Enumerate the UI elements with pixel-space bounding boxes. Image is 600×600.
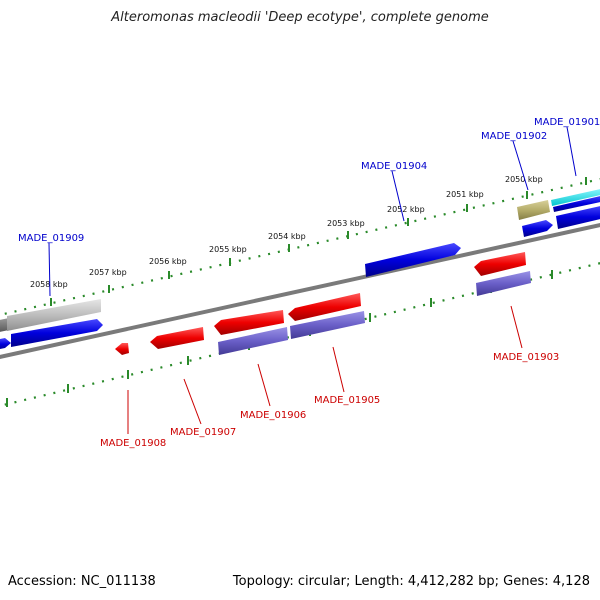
ruler-label: 2050 kbp: [505, 175, 543, 184]
gene-feature[interactable]: [553, 195, 600, 212]
ruler-label: 2058 kbp: [30, 280, 68, 289]
gene-feature[interactable]: [150, 327, 204, 349]
gene-feature[interactable]: [0, 318, 9, 333]
leader-line: [48, 242, 51, 297]
ruler-label: 2054 kbp: [268, 232, 306, 241]
gene-feature[interactable]: [476, 271, 531, 296]
gene-label-forward[interactable]: MADE_01902: [481, 131, 547, 142]
reverse-genes: [115, 252, 531, 355]
ruler-label: 2053 kbp: [327, 219, 365, 228]
gene-feature[interactable]: [11, 319, 103, 347]
gene-label-reverse[interactable]: MADE_01903: [493, 352, 559, 363]
leader-line: [183, 378, 202, 425]
ruler-label: 2055 kbp: [209, 245, 247, 254]
gene-feature[interactable]: [7, 299, 101, 331]
gene-feature[interactable]: [115, 343, 129, 355]
gene-feature[interactable]: [365, 243, 461, 277]
forward-genes: [0, 188, 600, 350]
gene-label-reverse[interactable]: MADE_01908: [100, 438, 166, 449]
gene-feature[interactable]: [517, 200, 550, 220]
gene-feature[interactable]: [218, 327, 288, 355]
accession-text: Accession: NC_011138: [8, 574, 156, 589]
ruler-label: 2056 kbp: [149, 257, 187, 266]
gene-label-forward[interactable]: MADE_01909: [18, 233, 84, 244]
gene-feature[interactable]: [551, 188, 600, 206]
leader-line: [332, 346, 345, 393]
gene-feature[interactable]: [290, 311, 365, 339]
gene-label-forward[interactable]: MADE_01901: [534, 117, 600, 128]
leader-line: [391, 170, 405, 222]
gene-feature[interactable]: [214, 310, 284, 335]
outer-ruler: [0, 177, 600, 316]
gene-label-reverse[interactable]: MADE_01905: [314, 395, 380, 406]
ruler-label: 2052 kbp: [387, 205, 425, 214]
gene-feature[interactable]: [0, 338, 11, 350]
genome-backbone: [0, 223, 600, 359]
leader-line: [510, 305, 523, 349]
leader-line: [566, 126, 577, 177]
gene-feature[interactable]: [474, 252, 526, 276]
leader-line: [257, 363, 271, 407]
ruler-label: 2051 kbp: [446, 190, 484, 199]
gene-feature[interactable]: [556, 205, 600, 229]
map-title: Alteromonas macleodii 'Deep ecotype', co…: [111, 10, 489, 25]
gene-feature[interactable]: [522, 220, 553, 237]
gene-label-forward[interactable]: MADE_01904: [361, 161, 427, 172]
ruler-label: 2057 kbp: [89, 268, 127, 277]
leader-line: [512, 140, 529, 191]
genome-summary-text: Topology: circular; Length: 4,412,282 bp…: [232, 574, 590, 589]
gene-feature[interactable]: [288, 293, 361, 321]
gene-label-reverse[interactable]: MADE_01907: [170, 427, 236, 438]
gene-label-reverse[interactable]: MADE_01906: [240, 410, 306, 421]
